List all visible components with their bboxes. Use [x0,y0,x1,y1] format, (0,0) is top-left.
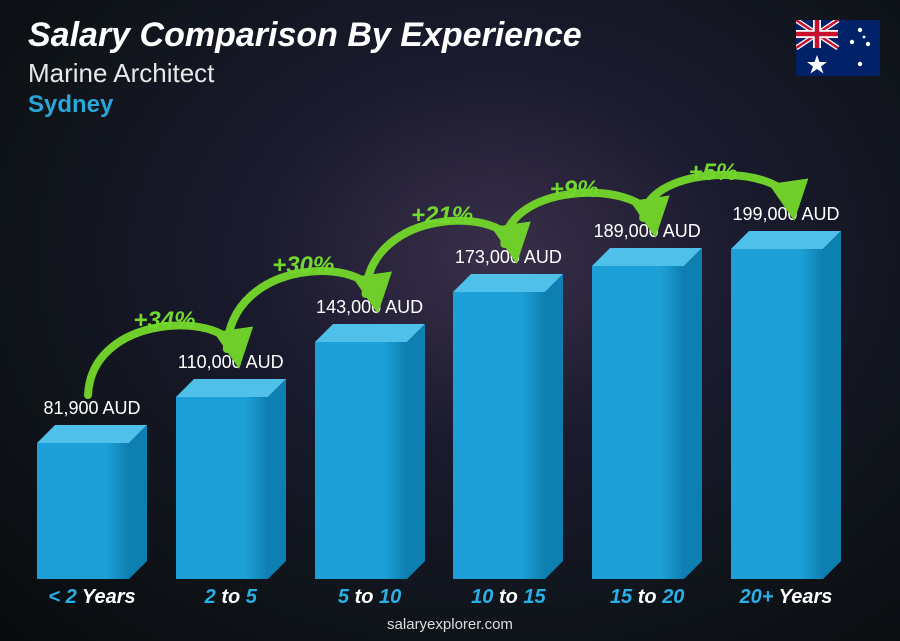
bar-column: 81,900 AUD [28,150,156,579]
x-axis-label: < 2 Years [28,586,156,609]
bar-value-label: 173,000 AUD [455,247,562,268]
x-axis-label: 5 to 10 [306,586,434,609]
page-title: Salary Comparison By Experience [28,18,582,54]
bar [592,248,702,579]
bar-value-label: 199,000 AUD [732,204,839,225]
bar-value-label: 110,000 AUD [178,352,284,373]
bar [176,379,286,579]
bar-value-label: 189,000 AUD [594,221,701,242]
subtitle-location: Sydney [28,91,582,119]
footer-attribution: salaryexplorer.com [0,616,900,633]
bar-column: 110,000 AUD [167,150,295,579]
x-axis-labels: < 2 Years 2 to 5 5 to 10 10 to 15 15 to 20 20… [28,586,850,609]
x-axis-label: 10 to 15 [444,586,572,609]
x-axis-label: 20+ Years [722,586,850,609]
bar [37,425,147,579]
bar-column: 189,000 AUD [583,150,711,579]
bar-column: 199,000 AUD [722,150,850,579]
bar [731,231,841,579]
x-axis-label: 2 to 5 [167,586,295,609]
bar-value-label: 81,900 AUD [43,398,140,419]
flag-icon [796,20,880,76]
bar-column: 143,000 AUD [306,150,434,579]
header: Salary Comparison By Experience Marine A… [28,18,582,119]
x-axis-label: 15 to 20 [583,586,711,609]
subtitle-profession: Marine Architect [28,58,582,89]
bar [315,324,425,579]
bar-value-label: 143,000 AUD [316,297,423,318]
bar-chart: 81,900 AUD 110,000 AUD 143,000 AUD 173,000 … [28,150,850,579]
bar [453,274,563,579]
bar-column: 173,000 AUD [444,150,572,579]
